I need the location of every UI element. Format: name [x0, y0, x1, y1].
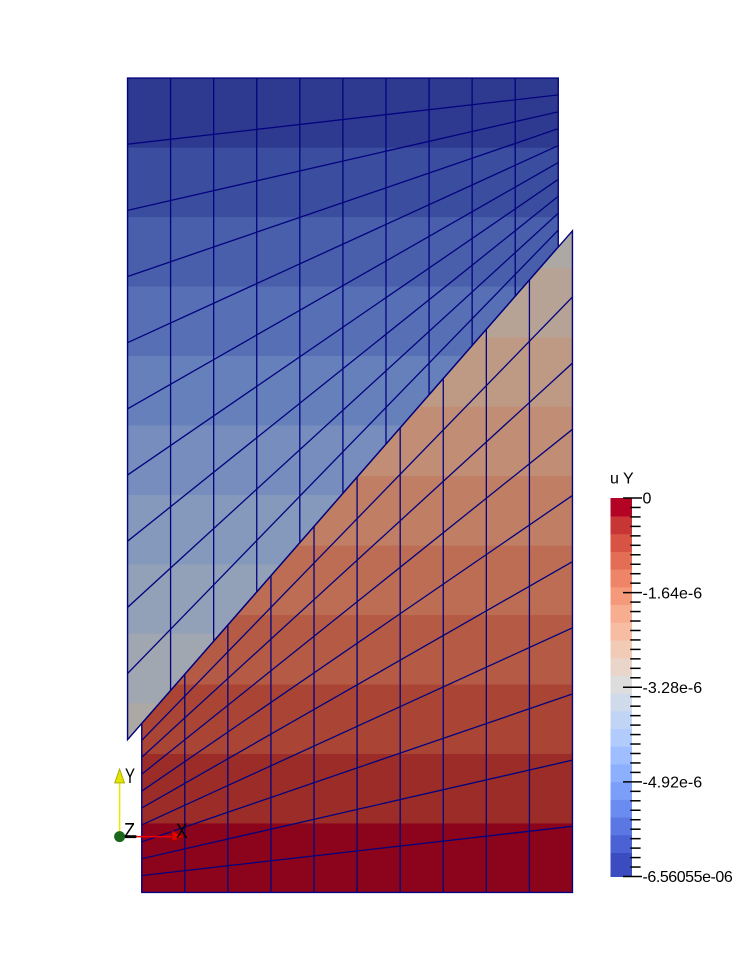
svg-text:-1.64e-6: -1.64e-6 — [643, 585, 703, 602]
svg-text:-6.56055e-06: -6.56055e-06 — [643, 869, 733, 886]
svg-text:-3.28e-6: -3.28e-6 — [643, 680, 703, 697]
svg-text:u Y: u Y — [610, 471, 634, 488]
svg-text:-4.92e-6: -4.92e-6 — [643, 775, 703, 792]
svg-text:Z: Z — [124, 819, 135, 842]
svg-text:Y: Y — [125, 765, 135, 788]
svg-text:0: 0 — [643, 491, 652, 508]
svg-text:X: X — [176, 820, 188, 843]
